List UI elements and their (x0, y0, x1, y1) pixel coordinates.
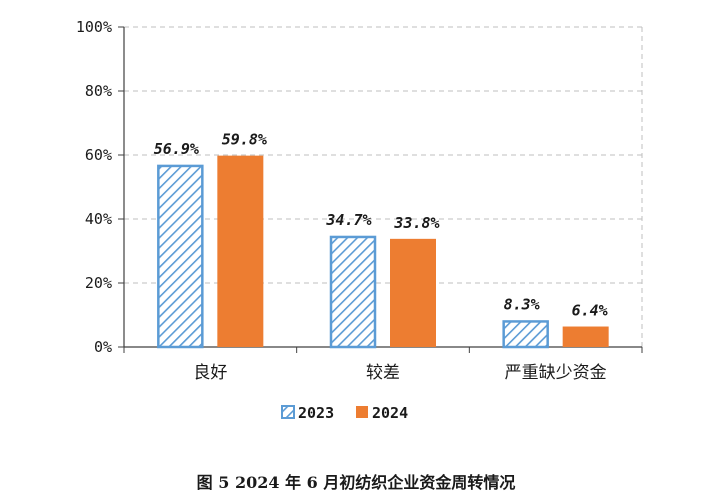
data-label: 33.8% (393, 214, 439, 232)
bar-2023 (329, 235, 377, 349)
x-category-label: 良好 (193, 363, 227, 383)
bar-2023 (502, 320, 549, 349)
data-label: 59.8% (222, 131, 267, 149)
bar-2024 (217, 155, 264, 347)
figure-caption: 图 5 2024 年 6 月初纺织企业资金周转情况 (197, 473, 516, 492)
y-tick-label: 80% (85, 82, 112, 100)
x-category-label: 严重缺少资金 (505, 363, 607, 383)
data-label: 34.7% (325, 211, 371, 229)
legend-swatch-2023 (281, 405, 295, 419)
legend-swatch-2024 (356, 406, 368, 418)
legend: 2023 2024 (281, 404, 408, 422)
x-category-label: 较差 (366, 363, 400, 383)
bar-2024 (390, 238, 436, 347)
data-label: 56.9% (154, 140, 199, 158)
y-tick-label: 100% (76, 18, 112, 36)
y-tick-label: 40% (85, 210, 112, 228)
legend-label-2024: 2024 (372, 404, 408, 422)
y-tick-label: 0% (94, 338, 112, 356)
legend-label-2023: 2023 (298, 404, 334, 422)
data-label: 8.3% (504, 295, 540, 313)
y-tick-label: 60% (85, 146, 112, 164)
data-label: 6.4% (572, 302, 608, 320)
y-tick-label: 20% (85, 274, 112, 292)
bar-2024 (562, 326, 609, 347)
bar-2023 (157, 164, 204, 349)
